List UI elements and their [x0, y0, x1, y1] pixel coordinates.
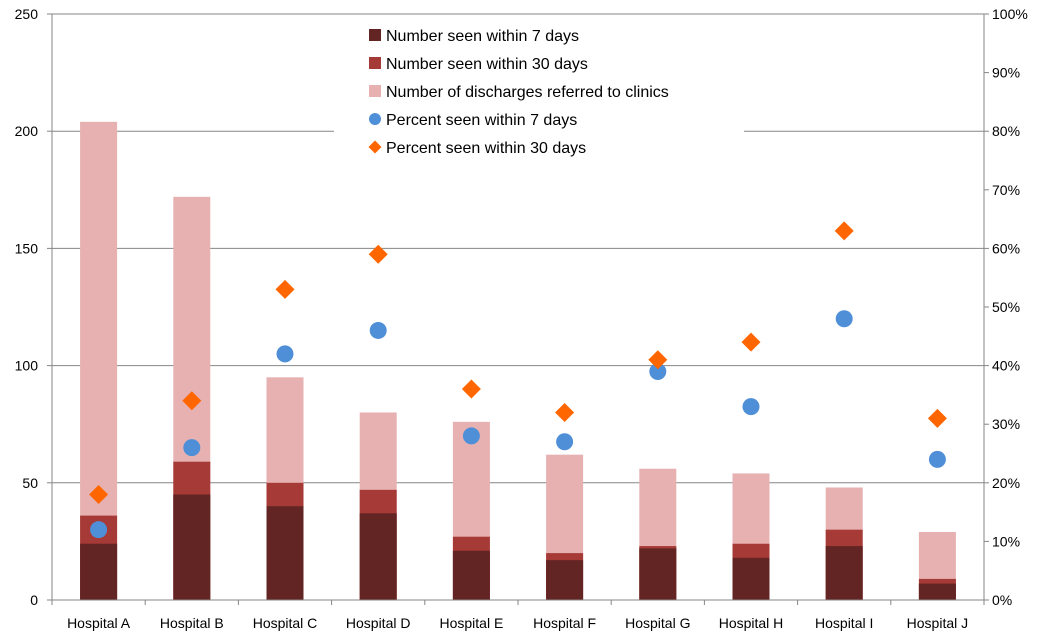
bar	[639, 548, 677, 600]
x-axis-tick-label: Hospital E	[439, 615, 503, 631]
left-axis-tick-label: 200	[15, 123, 39, 139]
axes: 0 50 100 150 200 250 0% 10% 20% 30% 40% 50% 60% 70% 80…	[15, 6, 1028, 631]
percent-7-day-point	[183, 439, 201, 457]
percent-30-day-point	[741, 332, 761, 352]
legend-label: Percent seen within 30 days	[386, 140, 586, 157]
percent-30-day-point	[368, 244, 388, 264]
x-axis-tick-label: Hospital G	[625, 615, 690, 631]
legend-label: Percent seen within 7 days	[386, 112, 577, 129]
percent-7-day-point	[742, 398, 760, 416]
x-axis-tick-label: Hospital I	[815, 615, 873, 631]
percent-7-day-point	[276, 345, 294, 363]
left-axis-tick-label: 50	[22, 475, 38, 491]
x-axis-tick-label: Hospital D	[346, 615, 411, 631]
left-axis-tick-label: 100	[15, 358, 39, 374]
bar	[546, 560, 584, 600]
percent-30-day-point	[89, 485, 109, 505]
percent-30-day-point	[648, 350, 668, 370]
legend-swatch	[368, 140, 382, 154]
bars-layer	[80, 121, 956, 600]
markers-layer	[89, 221, 947, 539]
percent-7-day-point	[649, 362, 667, 380]
percent-30-day-point	[555, 402, 575, 422]
percent-30-day-point	[927, 408, 947, 428]
bar	[732, 557, 770, 600]
bar	[266, 506, 304, 600]
right-axis-tick-label: 90%	[992, 65, 1020, 81]
legend-label: Number seen within 30 days	[386, 56, 588, 73]
x-axis-tick-label: Hospital J	[907, 615, 968, 631]
left-axis-tick-label: 150	[15, 240, 39, 256]
x-axis-tick-label: Hospital H	[719, 615, 784, 631]
bar	[825, 546, 863, 600]
bar	[918, 583, 956, 600]
percent-30-day-point	[275, 279, 295, 299]
legend-label: Number of discharges referred to clinics	[386, 84, 669, 101]
x-axis-tick-label: Hospital A	[67, 615, 131, 631]
legend-swatch	[369, 29, 381, 41]
legend: Number seen within 7 days Number seen wit…	[334, 18, 744, 166]
x-axis-tick-label: Hospital B	[160, 615, 224, 631]
right-axis-tick-label: 70%	[992, 182, 1020, 198]
percent-30-day-point	[182, 391, 202, 411]
percent-30-day-point	[834, 221, 854, 241]
right-axis-tick-label: 40%	[992, 358, 1020, 374]
bar	[359, 513, 397, 600]
right-axis-tick-label: 60%	[992, 240, 1020, 256]
legend-swatch	[369, 113, 381, 125]
right-axis-tick-label: 80%	[992, 123, 1020, 139]
x-axis-tick-label: Hospital C	[253, 615, 318, 631]
x-axis-tick-label: Hospital F	[533, 615, 596, 631]
bar	[80, 543, 118, 600]
legend-swatch	[369, 57, 381, 69]
percent-7-day-point	[90, 521, 108, 539]
bar	[452, 550, 490, 600]
legend-label: Number seen within 7 days	[386, 28, 579, 45]
percent-7-day-point	[928, 450, 946, 468]
right-axis-tick-label: 50%	[992, 299, 1020, 315]
right-axis-tick-label: 20%	[992, 475, 1020, 491]
percent-7-day-point	[556, 433, 574, 451]
left-axis-tick-label: 0	[30, 592, 38, 608]
right-axis-tick-label: 30%	[992, 416, 1020, 432]
bar	[173, 494, 211, 600]
right-axis-tick-label: 100%	[992, 6, 1028, 22]
left-axis-tick-label: 250	[15, 6, 39, 22]
right-axis-tick-label: 10%	[992, 533, 1020, 549]
legend-background	[334, 18, 744, 166]
legend-swatch	[369, 85, 381, 97]
percent-7-day-point	[835, 310, 853, 328]
percent-30-day-point	[461, 379, 481, 399]
right-axis-tick-label: 0%	[992, 592, 1012, 608]
percent-7-day-point	[462, 427, 480, 445]
percent-7-day-point	[369, 321, 387, 339]
